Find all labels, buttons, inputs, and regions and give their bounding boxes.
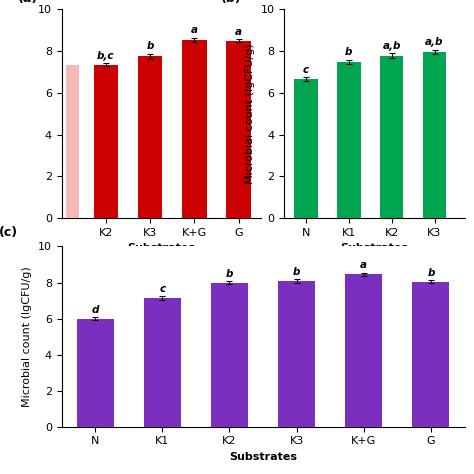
- Text: (a): (a): [18, 0, 38, 5]
- Text: a: a: [360, 260, 367, 271]
- Text: b,c: b,c: [97, 51, 115, 61]
- Bar: [182, 40, 207, 218]
- X-axis label: Substrates: Substrates: [127, 243, 195, 253]
- Bar: [66, 65, 79, 218]
- Text: (c): (c): [0, 226, 18, 239]
- Y-axis label: Microbial count (lgCFU/g): Microbial count (lgCFU/g): [245, 44, 255, 184]
- Text: b: b: [293, 267, 301, 277]
- Bar: [77, 319, 114, 427]
- Bar: [94, 65, 118, 218]
- Text: a: a: [191, 25, 198, 35]
- Text: a,b: a,b: [383, 41, 401, 51]
- Bar: [294, 79, 318, 218]
- Bar: [412, 282, 449, 427]
- Text: d: d: [91, 305, 99, 315]
- Text: b: b: [146, 41, 154, 51]
- Text: (b): (b): [221, 0, 242, 5]
- Bar: [211, 283, 248, 427]
- Bar: [227, 41, 251, 218]
- Bar: [423, 52, 447, 218]
- Text: a: a: [235, 27, 242, 36]
- Text: b: b: [427, 268, 435, 278]
- Bar: [346, 274, 382, 427]
- Text: b: b: [226, 269, 233, 279]
- X-axis label: Substrates: Substrates: [229, 452, 297, 462]
- Text: c: c: [159, 284, 165, 294]
- Text: c: c: [303, 65, 309, 75]
- X-axis label: Substrates: Substrates: [340, 243, 409, 253]
- Bar: [138, 56, 162, 218]
- Bar: [144, 298, 181, 427]
- Bar: [278, 281, 315, 427]
- Text: a,b: a,b: [425, 37, 444, 47]
- Bar: [337, 62, 361, 218]
- Y-axis label: Microbial count (lgCFU/g): Microbial count (lgCFU/g): [22, 266, 32, 407]
- Text: b: b: [345, 47, 352, 57]
- Bar: [380, 56, 403, 218]
